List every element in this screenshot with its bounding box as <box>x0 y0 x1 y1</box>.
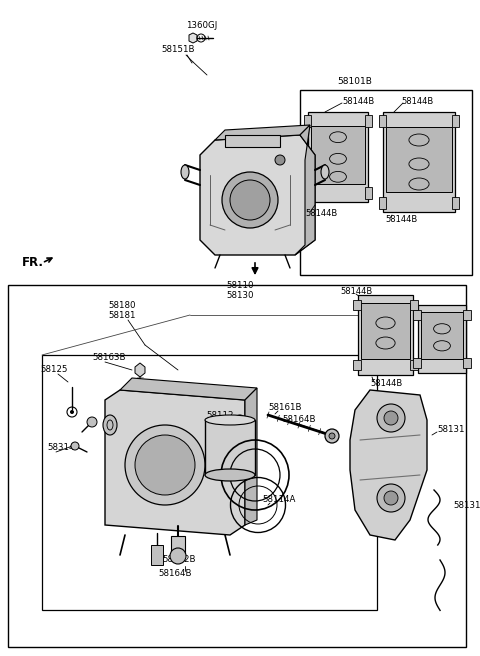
Ellipse shape <box>233 415 247 435</box>
Circle shape <box>135 435 195 495</box>
Text: 58125: 58125 <box>40 365 68 375</box>
Bar <box>353 360 361 370</box>
Text: 58144B: 58144B <box>342 96 374 106</box>
Polygon shape <box>245 388 257 525</box>
Circle shape <box>384 411 398 425</box>
Circle shape <box>384 491 398 505</box>
Text: FR.: FR. <box>22 256 44 270</box>
Text: 58144B: 58144B <box>370 380 402 388</box>
Bar <box>452 115 459 127</box>
Polygon shape <box>135 363 145 377</box>
Bar <box>205 420 255 475</box>
Bar <box>418 305 466 373</box>
Circle shape <box>377 404 405 432</box>
Bar <box>421 312 463 359</box>
Bar <box>463 358 471 368</box>
Text: 58163B: 58163B <box>92 354 125 363</box>
Text: 58164B: 58164B <box>158 569 192 577</box>
Bar <box>413 358 421 368</box>
Bar <box>365 187 372 199</box>
Text: 58164B: 58164B <box>282 415 315 424</box>
Text: 58161B: 58161B <box>268 403 301 413</box>
Text: 58130: 58130 <box>226 291 254 300</box>
Bar <box>410 300 418 310</box>
Bar <box>365 115 372 127</box>
Bar <box>304 187 311 199</box>
Bar <box>358 295 413 375</box>
Text: 58131: 58131 <box>453 501 480 510</box>
Polygon shape <box>120 378 257 400</box>
Bar <box>171 536 185 554</box>
Circle shape <box>125 425 205 505</box>
Circle shape <box>170 548 186 564</box>
Bar <box>463 310 471 320</box>
Bar <box>383 112 455 212</box>
Bar <box>225 135 280 147</box>
Text: 58113: 58113 <box>225 468 252 478</box>
Bar <box>308 112 368 202</box>
Polygon shape <box>200 135 315 255</box>
Circle shape <box>70 410 74 414</box>
Text: 58144B: 58144B <box>401 96 433 106</box>
Ellipse shape <box>181 165 189 179</box>
Ellipse shape <box>205 469 255 481</box>
Circle shape <box>275 155 285 165</box>
Bar <box>304 115 311 127</box>
Text: 58151B: 58151B <box>161 45 195 54</box>
Bar <box>413 310 421 320</box>
Bar <box>8 285 466 647</box>
Bar <box>311 125 365 184</box>
Circle shape <box>325 429 339 443</box>
Bar <box>410 360 418 370</box>
Circle shape <box>87 417 97 427</box>
Text: 58181: 58181 <box>108 312 135 321</box>
Circle shape <box>329 433 335 439</box>
Text: 58144B: 58144B <box>305 209 337 218</box>
Text: 58101B: 58101B <box>337 77 372 87</box>
Bar <box>452 197 459 209</box>
Polygon shape <box>215 125 310 140</box>
Circle shape <box>230 180 270 220</box>
Polygon shape <box>105 390 245 535</box>
Bar <box>353 300 361 310</box>
Circle shape <box>377 484 405 512</box>
Bar <box>300 90 472 275</box>
Text: 58144B: 58144B <box>340 287 372 297</box>
Bar <box>379 115 386 127</box>
Circle shape <box>71 442 79 450</box>
Ellipse shape <box>205 415 255 425</box>
Text: 58112: 58112 <box>206 411 233 420</box>
Ellipse shape <box>321 165 329 179</box>
Bar <box>151 545 163 565</box>
Text: 58162B: 58162B <box>162 556 195 565</box>
Text: 58180: 58180 <box>108 300 135 310</box>
Bar <box>386 127 452 192</box>
Text: 1360GJ: 1360GJ <box>186 22 217 30</box>
Bar <box>361 303 410 359</box>
Text: 58314: 58314 <box>47 443 74 453</box>
Ellipse shape <box>103 415 117 435</box>
Text: 58144B: 58144B <box>385 216 417 224</box>
Bar <box>42 355 377 610</box>
Text: 58131: 58131 <box>437 426 465 434</box>
Circle shape <box>222 172 278 228</box>
Polygon shape <box>350 390 427 540</box>
Polygon shape <box>295 125 315 255</box>
Polygon shape <box>189 33 197 43</box>
Text: 58110: 58110 <box>226 281 254 289</box>
Bar <box>379 197 386 209</box>
Text: 58114A: 58114A <box>262 495 295 504</box>
